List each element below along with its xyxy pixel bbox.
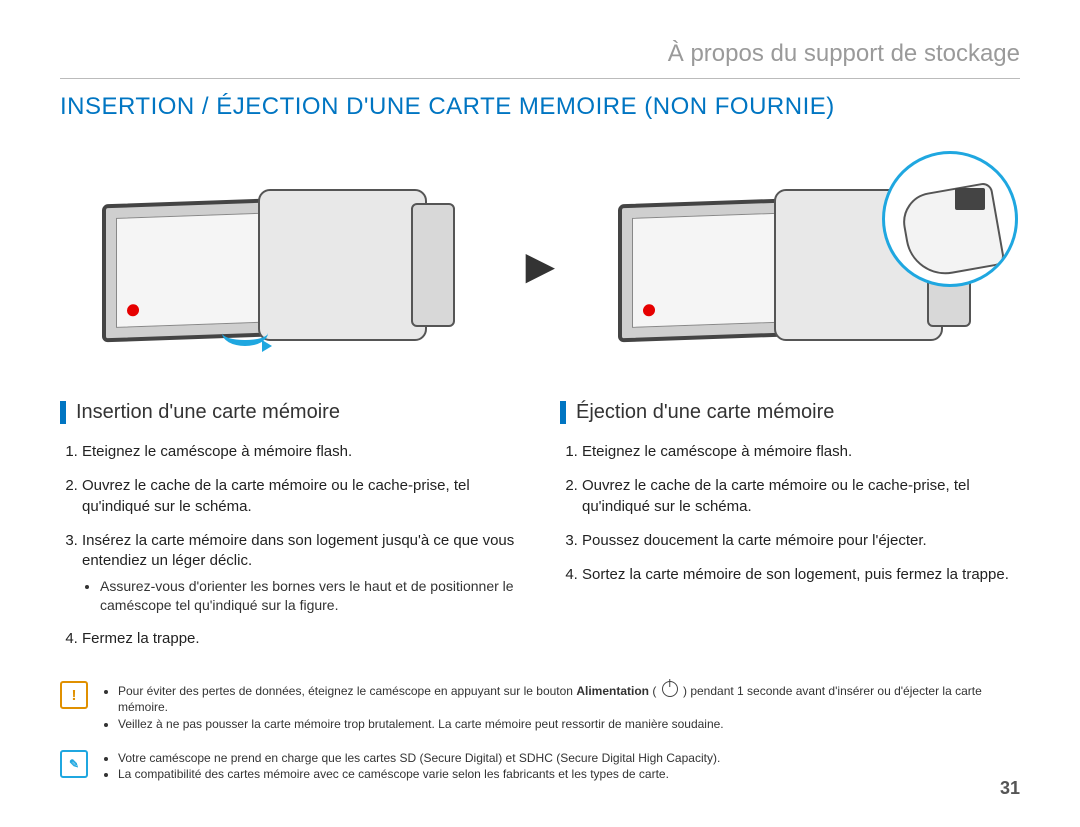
sd-card-icon [955, 188, 985, 210]
step-item: Ouvrez le cache de la carte mémoire ou l… [582, 476, 1020, 517]
steps-insert: Eteignez le caméscope à mémoire flash. O… [60, 442, 520, 649]
warning-notes: Pour éviter des pertes de données, éteig… [100, 681, 1020, 732]
subheading-eject: Éjection d'une carte mémoire [560, 401, 1020, 424]
info-notes: Votre caméscope ne prend en charge que l… [100, 750, 720, 782]
power-icon [662, 681, 678, 697]
info-note-icon: ✎ [60, 750, 88, 778]
substep-item: Assurez-vous d'orienter les bornes vers … [100, 577, 520, 615]
step-item: Fermez la trappe. [82, 629, 520, 649]
note-text: ( [649, 684, 660, 698]
illustration-row: ▶ [60, 151, 1020, 381]
step-item: Poussez doucement la carte mémoire pour … [582, 531, 1020, 551]
info-item: Votre caméscope ne prend en charge que l… [118, 750, 720, 766]
figure-eject [588, 161, 1008, 371]
flow-arrow-icon: ▶ [526, 245, 554, 287]
step-item: Ouvrez le cache de la carte mémoire ou l… [82, 476, 520, 517]
detail-callout-circle [882, 151, 1018, 287]
page-number: 31 [1000, 778, 1020, 799]
step-item: Eteignez le caméscope à mémoire flash. [82, 442, 520, 462]
column-insert: Insertion d'une carte mémoire Eteignez l… [60, 401, 520, 663]
step-text: Insérez la carte mémoire dans son logeme… [82, 532, 514, 569]
column-eject: Éjection d'une carte mémoire Eteignez le… [560, 401, 1020, 663]
note-text: Pour éviter des pertes de données, éteig… [118, 684, 576, 698]
warning-item: Pour éviter des pertes de données, éteig… [118, 681, 1020, 715]
steps-eject: Eteignez le caméscope à mémoire flash. O… [560, 442, 1020, 585]
step-item: Eteignez le caméscope à mémoire flash. [582, 442, 1020, 462]
subheading-insert: Insertion d'une carte mémoire [60, 401, 520, 424]
step-item: Insérez la carte mémoire dans son logeme… [82, 531, 520, 615]
camcorder-body [258, 189, 427, 341]
hand-icon [898, 181, 1005, 280]
note-bold: Alimentation [576, 684, 649, 698]
page-title: INSERTION / ÉJECTION D'UNE CARTE MEMOIRE… [60, 93, 1020, 121]
open-cover-arrow-icon [222, 320, 268, 346]
warning-item: Veillez à ne pas pousser la carte mémoir… [118, 716, 1020, 732]
step-item: Sortez la carte mémoire de son logement,… [582, 565, 1020, 585]
info-item: La compatibilité des cartes mémoire avec… [118, 766, 720, 782]
figure-insert [72, 161, 492, 371]
section-breadcrumb: À propos du support de stockage [60, 40, 1020, 79]
warning-triangle-icon: ! [60, 681, 88, 709]
